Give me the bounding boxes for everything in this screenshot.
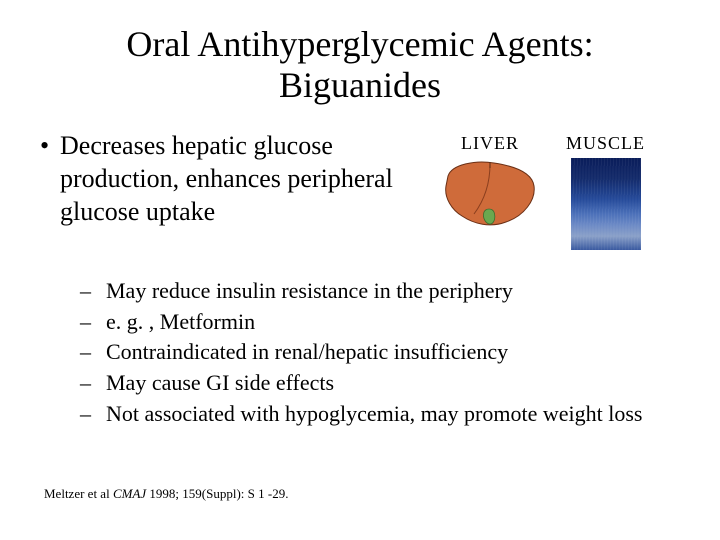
title-line-1: Oral Antihyperglycemic Agents:: [126, 24, 593, 64]
sub-bullet-text: Contraindicated in renal/hepatic insuffi…: [106, 339, 508, 364]
title-line-2: Biguanides: [279, 65, 441, 105]
sub-bullet: –e. g. , Metformin: [80, 307, 670, 338]
slide-title: Oral Antihyperglycemic Agents: Biguanide…: [40, 24, 680, 107]
sub-bullet-text: Not associated with hypoglycemia, may pr…: [106, 401, 642, 426]
citation: Meltzer et al CMAJ 1998; 159(Suppl): S 1…: [44, 486, 288, 502]
illustrations: LIVER MUSCLE: [410, 129, 680, 250]
dash-icon: –: [80, 337, 91, 368]
dash-icon: –: [80, 399, 91, 430]
sub-bullet: –May cause GI side effects: [80, 368, 670, 399]
muscle-label: MUSCLE: [566, 133, 645, 154]
main-row: • Decreases hepatic glucose production, …: [40, 129, 680, 250]
liver-icon: [440, 158, 540, 230]
liver-label: LIVER: [461, 133, 519, 154]
dash-icon: –: [80, 276, 91, 307]
muscle-block: MUSCLE: [566, 133, 645, 250]
citation-journal: CMAJ: [113, 486, 149, 501]
citation-authors: Meltzer et al: [44, 486, 113, 501]
slide: Oral Antihyperglycemic Agents: Biguanide…: [0, 0, 720, 540]
sub-bullet-text: May cause GI side effects: [106, 370, 334, 395]
sub-bullet-text: e. g. , Metformin: [106, 309, 255, 334]
dash-icon: –: [80, 368, 91, 399]
sub-bullet-list: –May reduce insulin resistance in the pe…: [80, 276, 680, 430]
sub-bullet: –May reduce insulin resistance in the pe…: [80, 276, 670, 307]
muscle-icon: [571, 158, 641, 250]
liver-block: LIVER: [440, 133, 540, 230]
sub-bullet: –Not associated with hypoglycemia, may p…: [80, 399, 670, 430]
dash-icon: –: [80, 307, 91, 338]
citation-rest: 1998; 159(Suppl): S 1 -29.: [149, 486, 288, 501]
main-bullet: • Decreases hepatic glucose production, …: [40, 129, 410, 229]
bullet-dot-icon: •: [40, 129, 49, 162]
main-bullet-text: Decreases hepatic glucose production, en…: [60, 131, 393, 227]
sub-bullet: –Contraindicated in renal/hepatic insuff…: [80, 337, 670, 368]
sub-bullet-text: May reduce insulin resistance in the per…: [106, 278, 513, 303]
